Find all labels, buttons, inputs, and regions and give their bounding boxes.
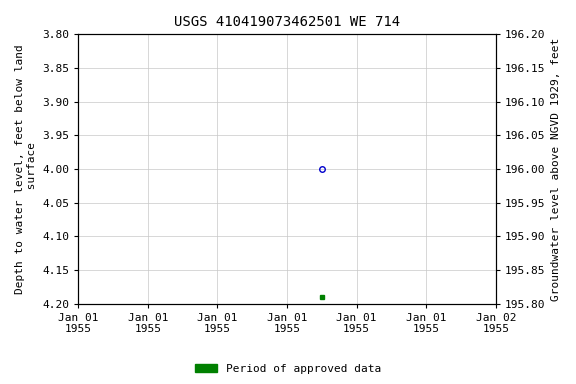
Y-axis label: Depth to water level, feet below land
 surface: Depth to water level, feet below land su… (15, 44, 37, 294)
Legend: Period of approved data: Period of approved data (191, 359, 385, 379)
Title: USGS 410419073462501 WE 714: USGS 410419073462501 WE 714 (174, 15, 400, 29)
Y-axis label: Groundwater level above NGVD 1929, feet: Groundwater level above NGVD 1929, feet (551, 38, 561, 301)
